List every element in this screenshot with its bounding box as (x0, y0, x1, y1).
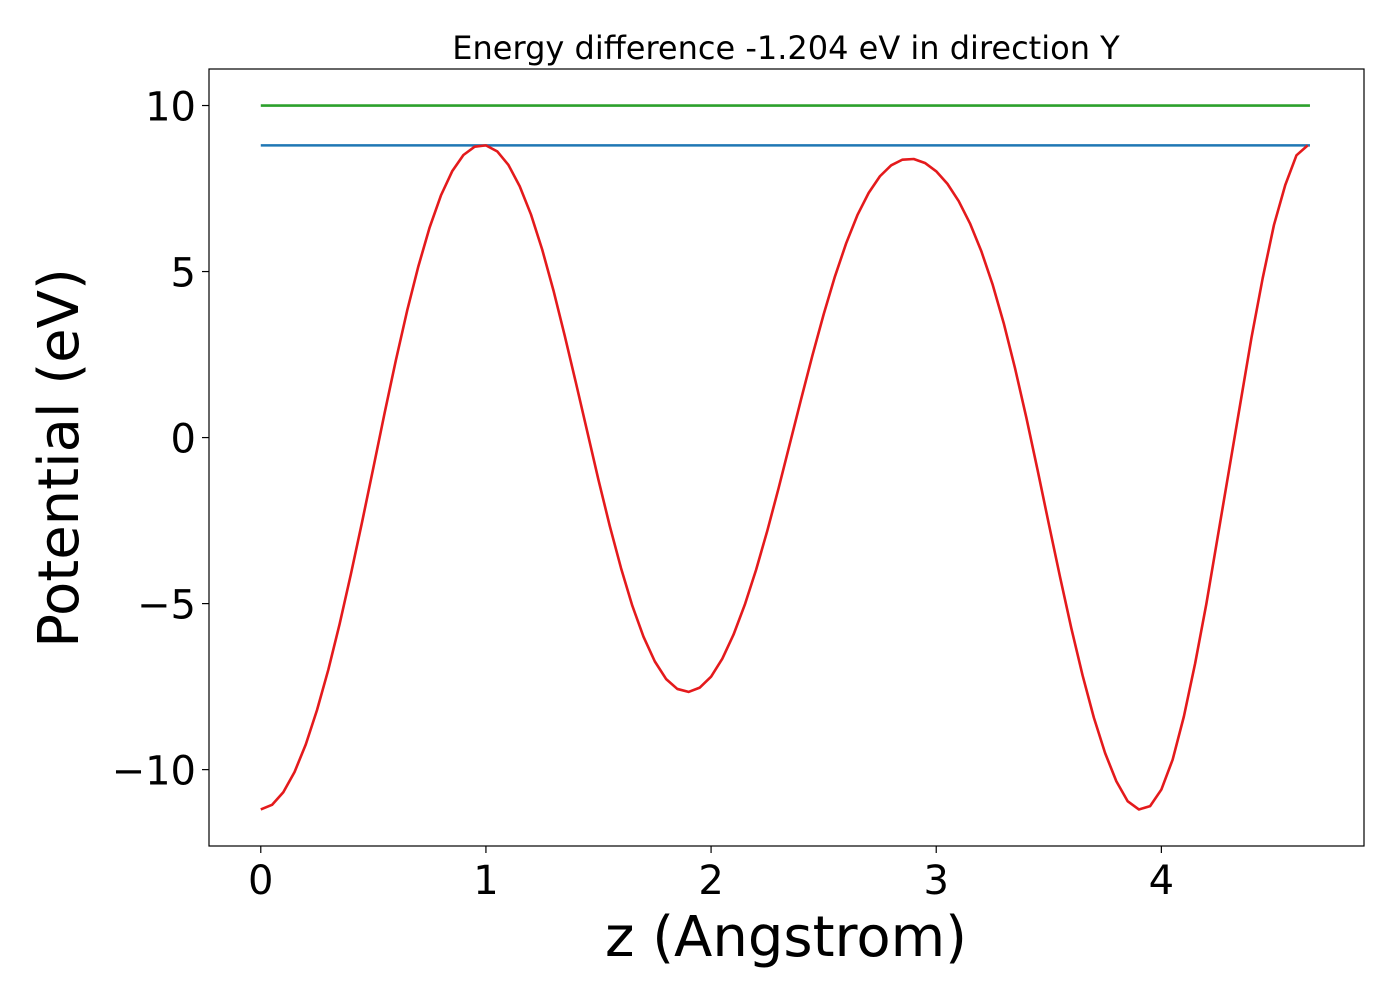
chart-title: Energy difference -1.204 eV in direction… (452, 29, 1120, 67)
y-tick-label: 0 (171, 417, 196, 463)
x-tick-label: 4 (1149, 858, 1174, 904)
series-line-2 (260, 144, 1309, 811)
y-axis-label: Potential (eV) (27, 268, 92, 648)
series-layer (260, 104, 1310, 811)
x-axis-label: z (Angstrom) (605, 905, 967, 970)
y-tick-label: −10 (112, 749, 196, 795)
x-tick-label: 1 (473, 858, 498, 904)
plot-frame (208, 68, 1365, 847)
y-tick-label: 10 (145, 85, 196, 131)
y-tick-label: −5 (137, 583, 196, 629)
y-tick-label: 5 (171, 251, 196, 297)
x-tick-label: 2 (698, 858, 723, 904)
x-tick-label: 0 (248, 858, 273, 904)
x-axis-ticks: 0 1 2 3 4 (248, 846, 1174, 904)
y-axis-ticks: −10 −5 0 5 10 (112, 85, 209, 795)
x-tick-label: 3 (923, 858, 948, 904)
